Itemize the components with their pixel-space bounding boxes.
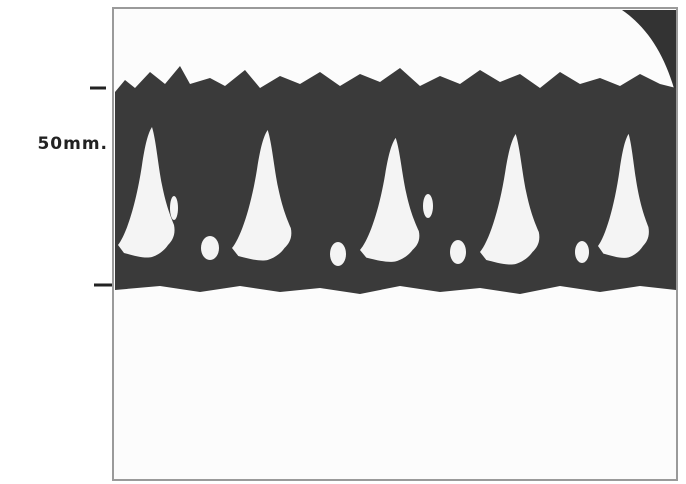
trace-blob [450, 240, 466, 264]
trace-blob [170, 196, 178, 220]
scale-label: 50mm. [37, 134, 108, 154]
trace-blob [575, 241, 589, 263]
trace-blob [201, 236, 219, 260]
recording-figure: 50mm. [0, 0, 686, 484]
page: {"figure": {"scale_label": "50mm."}} 50m… [0, 0, 686, 484]
trace-blob [423, 194, 433, 218]
trace-blob [330, 242, 346, 266]
